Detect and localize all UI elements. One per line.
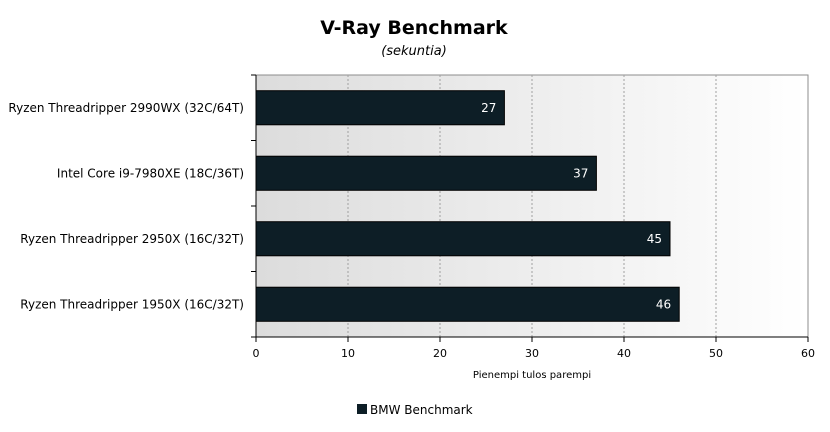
- x-tick-label-30: 30: [525, 347, 539, 360]
- chart-title: V-Ray Benchmark: [320, 17, 508, 39]
- x-tick-label-50: 50: [709, 347, 723, 360]
- x-tick-label-10: 10: [341, 347, 355, 360]
- category-label-3: Ryzen Threadripper 1950X (16C/32T): [20, 297, 244, 311]
- x-tick-label-0: 0: [253, 347, 260, 360]
- x-tick-label-60: 60: [801, 347, 815, 360]
- category-label-0: Ryzen Threadripper 2990WX (32C/64T): [8, 101, 244, 115]
- axes: 0 10 20 30 40 50 60 Ryzen Threadripper 2990WX (…: [8, 74, 815, 360]
- category-label-2: Ryzen Threadripper 2950X (16C/32T): [20, 232, 244, 246]
- x-tick-label-20: 20: [433, 347, 447, 360]
- bars: 27 37 45 46: [255, 90, 680, 322]
- data-label-0: 27: [481, 101, 496, 115]
- legend: BMW Benchmark: [357, 403, 473, 417]
- data-label-2: 45: [647, 232, 662, 246]
- legend-swatch: [357, 404, 367, 414]
- data-label-3: 46: [656, 297, 671, 311]
- bar-0: [255, 90, 505, 126]
- data-label-1: 37: [573, 166, 588, 180]
- chart-subtitle: (sekuntia): [381, 44, 447, 59]
- legend-entry-bmw-benchmark: BMW Benchmark: [370, 403, 473, 417]
- x-tick-label-40: 40: [617, 347, 631, 360]
- bar-3: [255, 286, 680, 322]
- bar-1: [255, 155, 597, 191]
- x-axis-title: Pienempi tulos parempi: [473, 370, 591, 381]
- category-label-1: Intel Core i9-7980XE (18C/36T): [57, 166, 244, 180]
- bar-2: [255, 221, 671, 257]
